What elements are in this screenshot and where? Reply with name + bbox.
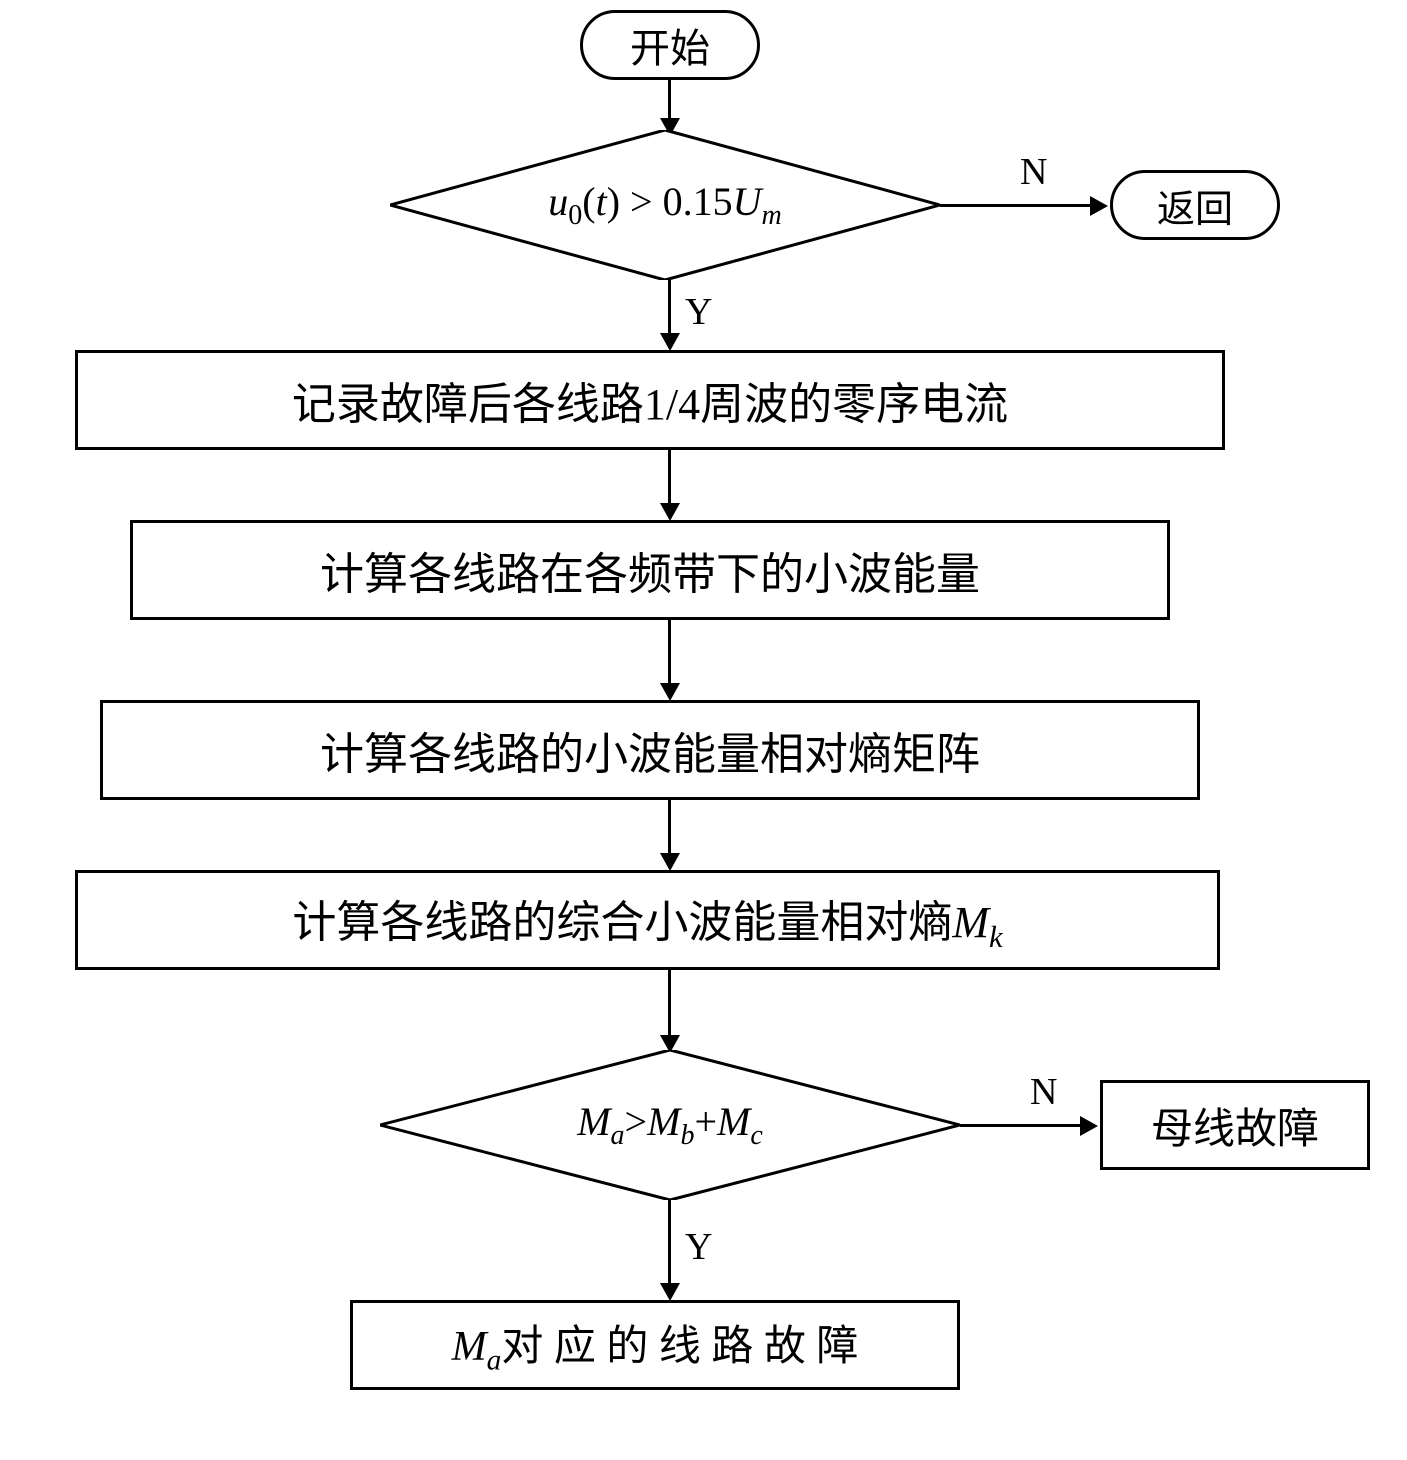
arrow-2-head [1090,196,1108,216]
process4-label: 计算各线路的综合小波能量相对熵Mk [292,886,1002,955]
flowchart-container: 开始 u0(t) > 0.15Um N 返回 Y 记录故障后各线路1/4周波的零… [0,0,1407,1460]
arrow-7 [668,970,671,1040]
start-label: 开始 [630,16,710,74]
process3-node: 计算各线路的小波能量相对熵矩阵 [100,700,1200,800]
arrow-3-head [660,333,680,351]
process3-label: 计算各线路的小波能量相对熵矩阵 [320,718,980,782]
arrow-6-head [660,853,680,871]
arrow-2 [940,204,1090,207]
arrow-9 [668,1200,671,1285]
label-y1: Y [685,290,712,334]
arrow-8-head [1080,1116,1098,1136]
arrow-4 [668,450,671,505]
process4-node: 计算各线路的综合小波能量相对熵Mk [75,870,1220,970]
label-n1: N [1020,150,1047,194]
line-fault-label: Ma对 应 的 线 路 故 障 [452,1312,859,1377]
bus-fault-label: 母线故障 [1151,1095,1319,1156]
label-n2: N [1030,1070,1057,1114]
decision1-label: u0(t) > 0.15Um [548,178,781,232]
bus-fault-node: 母线故障 [1100,1080,1370,1170]
return-label: 返回 [1157,178,1233,233]
process1-node: 记录故障后各线路1/4周波的零序电流 [75,350,1225,450]
arrow-9-head [660,1283,680,1301]
arrow-3 [668,280,671,340]
process2-label: 计算各线路在各频带下的小波能量 [320,538,980,602]
start-node: 开始 [580,10,760,80]
decision1-node: u0(t) > 0.15Um [390,130,940,280]
label-y2: Y [685,1225,712,1269]
arrow-8 [960,1124,1080,1127]
arrow-5-head [660,683,680,701]
process2-node: 计算各线路在各频带下的小波能量 [130,520,1170,620]
process1-label: 记录故障后各线路1/4周波的零序电流 [292,368,1008,432]
arrow-6 [668,800,671,855]
decision2-label: Ma>Mb+Mc [577,1098,763,1152]
arrow-4-head [660,503,680,521]
line-fault-node: Ma对 应 的 线 路 故 障 [350,1300,960,1390]
decision2-node: Ma>Mb+Mc [380,1050,960,1200]
arrow-5 [668,620,671,685]
return-node: 返回 [1110,170,1280,240]
